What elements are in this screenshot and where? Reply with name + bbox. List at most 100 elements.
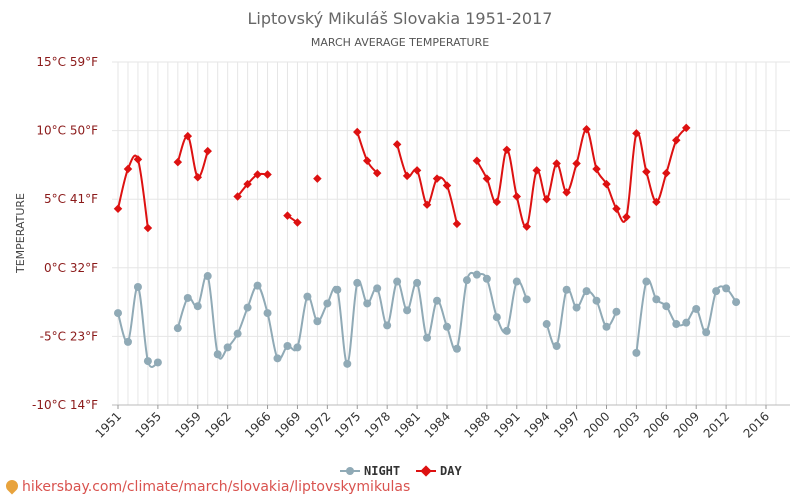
data-point-night[interactable] <box>313 317 322 326</box>
data-point-night[interactable] <box>492 313 501 322</box>
data-point-night[interactable] <box>193 302 202 311</box>
data-point-night[interactable] <box>702 328 711 337</box>
data-point-night[interactable] <box>502 326 511 335</box>
data-point-night[interactable] <box>343 359 352 368</box>
data-point-night[interactable] <box>572 303 581 312</box>
data-point-night[interactable] <box>542 320 551 329</box>
data-point-night[interactable] <box>413 278 422 287</box>
data-point-day[interactable] <box>313 174 322 183</box>
data-point-day[interactable] <box>472 156 482 166</box>
data-point-day[interactable] <box>412 166 422 175</box>
data-point-day[interactable] <box>482 174 492 183</box>
data-point-night[interactable] <box>512 277 521 286</box>
data-point-day[interactable] <box>392 140 402 149</box>
data-point-day[interactable] <box>353 127 362 137</box>
data-point-day[interactable] <box>263 170 272 179</box>
data-point-night[interactable] <box>592 296 601 305</box>
data-point-day[interactable] <box>672 135 681 145</box>
data-point-night[interactable] <box>263 309 272 318</box>
footer-text: hikersbay.com/climate/march/slovakia/lip… <box>22 479 411 495</box>
data-point-night[interactable] <box>682 318 691 327</box>
data-point-day[interactable] <box>572 159 581 168</box>
data-point-night[interactable] <box>153 358 162 367</box>
data-point-night[interactable] <box>482 274 491 283</box>
data-point-night[interactable] <box>243 303 252 312</box>
data-point-night[interactable] <box>612 307 621 316</box>
data-point-day[interactable] <box>492 197 502 207</box>
data-point-day[interactable] <box>442 181 452 190</box>
data-point-night[interactable] <box>582 287 591 296</box>
data-point-night[interactable] <box>273 354 282 363</box>
data-point-night[interactable] <box>722 284 731 293</box>
data-point-night[interactable] <box>393 277 402 286</box>
data-point-night[interactable] <box>253 281 262 290</box>
data-point-night[interactable] <box>562 285 571 294</box>
data-point-night[interactable] <box>712 287 721 296</box>
data-point-night[interactable] <box>133 283 142 292</box>
data-point-day[interactable] <box>372 168 382 178</box>
data-point-day[interactable] <box>452 219 462 229</box>
data-point-night[interactable] <box>283 342 292 351</box>
legend-item-day[interactable]: DAY <box>416 464 462 478</box>
data-point-day[interactable] <box>622 212 631 222</box>
data-point-night[interactable] <box>173 324 182 333</box>
data-point-day[interactable] <box>612 204 621 214</box>
data-point-night[interactable] <box>333 285 342 294</box>
data-point-night[interactable] <box>642 277 651 286</box>
data-point-night[interactable] <box>522 295 531 304</box>
data-point-day[interactable] <box>183 131 193 141</box>
data-point-night[interactable] <box>203 272 212 281</box>
data-point-night[interactable] <box>213 350 222 359</box>
data-point-night[interactable] <box>462 276 471 285</box>
data-point-night[interactable] <box>692 304 701 313</box>
data-point-night[interactable] <box>403 306 412 315</box>
data-point-night[interactable] <box>114 309 122 318</box>
data-point-day[interactable] <box>402 171 412 181</box>
data-point-night[interactable] <box>223 343 232 352</box>
data-point-day[interactable] <box>642 167 651 177</box>
data-point-day[interactable] <box>233 192 242 201</box>
data-point-night[interactable] <box>423 333 432 342</box>
data-point-day[interactable] <box>203 146 212 156</box>
grid-layer <box>112 61 790 406</box>
data-point-night[interactable] <box>442 322 451 331</box>
data-point-night[interactable] <box>383 321 392 330</box>
data-point-day[interactable] <box>123 164 133 174</box>
data-point-day[interactable] <box>113 204 123 214</box>
data-point-day[interactable] <box>662 168 671 178</box>
data-point-night[interactable] <box>662 302 671 311</box>
footer-link[interactable]: hikersbay.com/climate/march/slovakia/lip… <box>3 477 411 495</box>
data-point-day[interactable] <box>293 218 302 227</box>
data-point-night[interactable] <box>652 295 661 304</box>
data-point-night[interactable] <box>183 293 192 302</box>
data-point-night[interactable] <box>143 357 152 366</box>
data-point-night[interactable] <box>602 322 611 331</box>
data-point-night[interactable] <box>552 342 561 351</box>
data-point-night[interactable] <box>373 284 382 293</box>
data-point-day[interactable] <box>502 145 512 155</box>
data-point-night[interactable] <box>363 299 372 308</box>
data-point-night[interactable] <box>632 348 641 357</box>
data-point-day[interactable] <box>193 173 202 182</box>
data-point-day[interactable] <box>173 157 183 167</box>
data-point-night[interactable] <box>323 299 332 308</box>
data-point-day[interactable] <box>283 211 292 220</box>
data-point-night[interactable] <box>353 278 362 287</box>
data-point-day[interactable] <box>432 174 442 183</box>
data-point-night[interactable] <box>472 270 481 279</box>
data-point-night[interactable] <box>303 292 312 301</box>
data-point-night[interactable] <box>433 296 442 305</box>
data-point-night[interactable] <box>233 329 242 338</box>
data-point-night[interactable] <box>452 344 461 353</box>
data-point-day[interactable] <box>362 156 372 166</box>
data-point-day[interactable] <box>422 200 432 209</box>
data-point-day[interactable] <box>143 223 153 233</box>
data-point-day[interactable] <box>133 155 143 164</box>
legend-item-night[interactable]: NIGHT <box>340 464 400 478</box>
data-point-day[interactable] <box>592 164 601 174</box>
data-point-night[interactable] <box>123 337 132 346</box>
data-point-night[interactable] <box>293 343 302 352</box>
data-point-night[interactable] <box>672 320 681 329</box>
data-point-day[interactable] <box>243 179 252 189</box>
data-point-night[interactable] <box>732 298 741 307</box>
